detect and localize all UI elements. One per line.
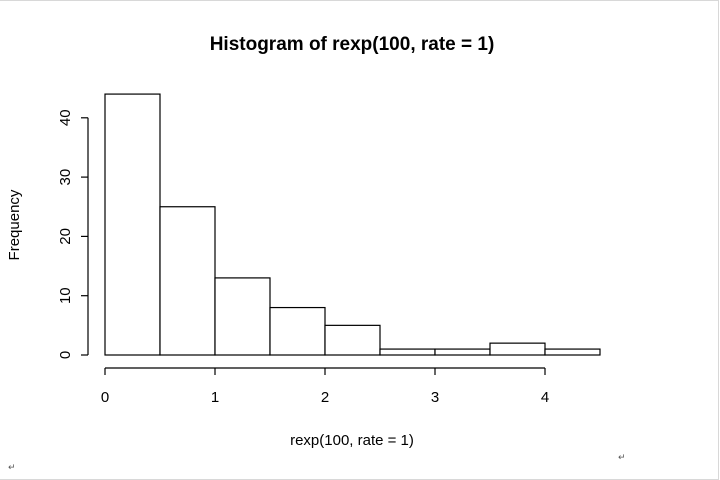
histogram-bar	[214, 277, 271, 356]
histogram-bar	[159, 206, 216, 356]
histogram-bar	[324, 324, 381, 356]
x-axis-label: rexp(100, rate = 1)	[290, 432, 414, 449]
paragraph-mark-left: ↵	[8, 463, 16, 473]
histogram-bar	[269, 306, 326, 356]
y-tick-label: 0	[57, 351, 74, 359]
bars-group	[104, 93, 601, 356]
y-axis: 0 10 20 30 40	[57, 109, 89, 359]
y-tick-label: 40	[57, 109, 74, 126]
histogram-bar	[489, 342, 546, 356]
x-tick-label: 4	[541, 389, 549, 406]
x-axis: 0 1 2 3 4	[101, 367, 549, 406]
histogram-bar	[104, 93, 161, 356]
y-tick-label: 20	[57, 228, 74, 245]
x-tick-label: 1	[211, 389, 219, 406]
x-tick-label: 3	[431, 389, 439, 406]
y-tick-label: 10	[57, 287, 74, 304]
chart-title: Histogram of rexp(100, rate = 1)	[210, 34, 495, 55]
y-tick-label: 30	[57, 169, 74, 186]
x-tick-label: 0	[101, 389, 109, 406]
histogram-bar	[544, 348, 601, 356]
y-axis-label: Frequency	[6, 189, 23, 260]
histogram-bar	[434, 348, 491, 356]
histogram-bar	[379, 348, 436, 356]
paragraph-mark-right: ↵	[618, 453, 626, 463]
x-tick-label: 2	[321, 389, 329, 406]
